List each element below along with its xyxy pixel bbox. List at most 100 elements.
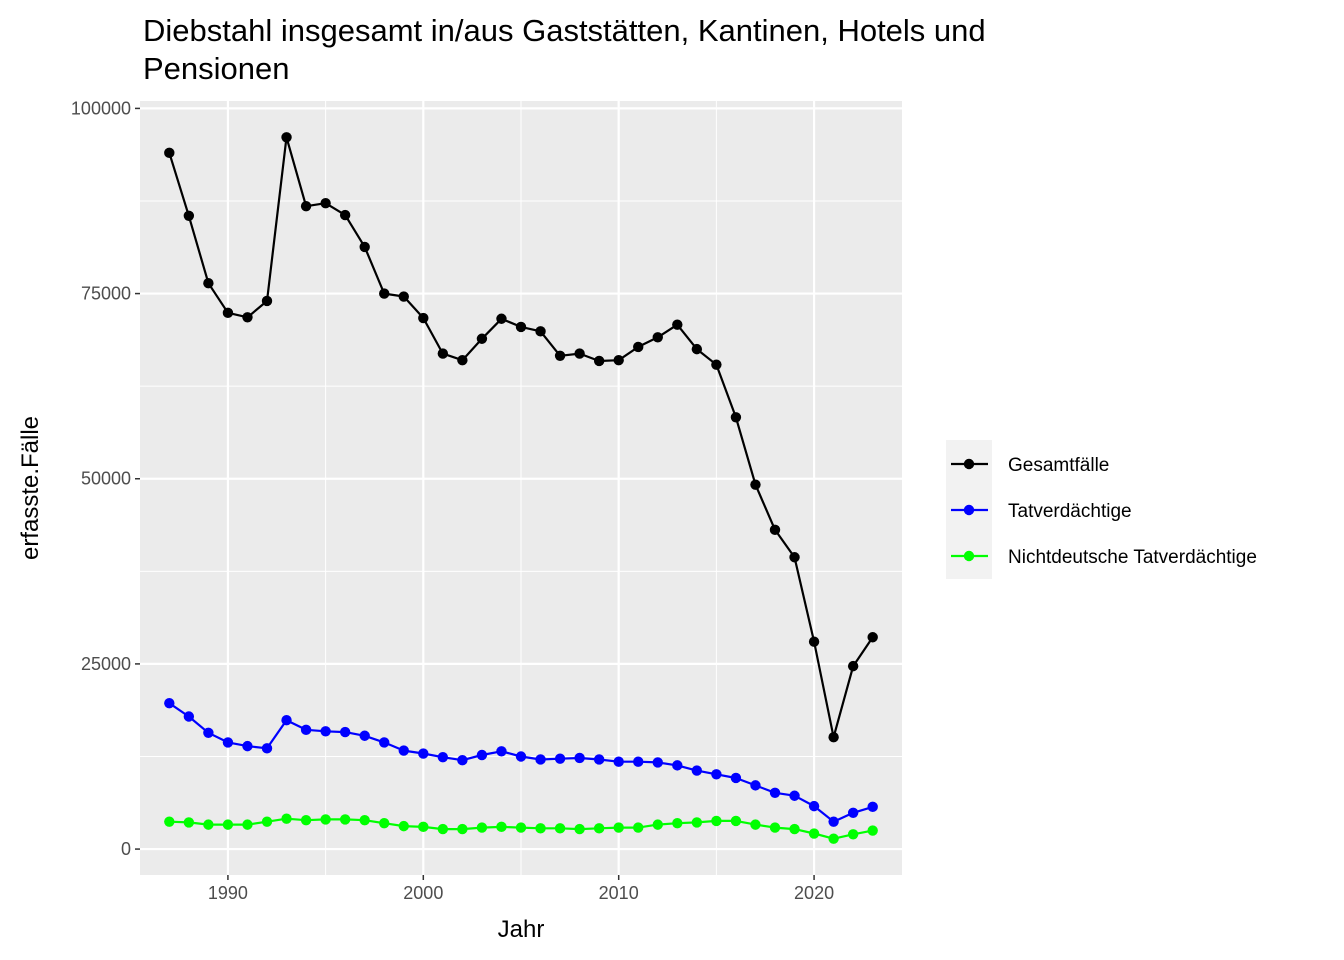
series-1-point <box>476 333 488 344</box>
series-3-point <box>711 815 722 827</box>
series-1-point <box>691 343 703 355</box>
series-3-point <box>593 823 605 834</box>
series-1-point <box>828 732 839 743</box>
legend-item-2: Tatverdächtige <box>951 501 1132 522</box>
series-1-point <box>418 312 429 324</box>
series-2-point <box>164 697 175 709</box>
x-axis-title: Jahr <box>498 916 545 943</box>
series-points <box>164 132 878 844</box>
series-2-point <box>652 757 663 768</box>
series-2-point <box>535 754 546 765</box>
series-1-point <box>457 355 468 366</box>
axis-ticks <box>135 107 815 880</box>
series-1-point <box>437 348 449 359</box>
series-1-point <box>808 636 820 647</box>
series-3-point <box>847 829 859 840</box>
y-axis-title: erfasste.Fälle <box>17 416 44 560</box>
series-1-point <box>320 198 331 209</box>
series-1-point <box>769 524 781 536</box>
series-3-point <box>613 822 624 833</box>
series-1-point <box>613 355 624 366</box>
series-2-point <box>242 740 253 752</box>
legend: Gesamtfälle Tatverdächtige Nichtdeutsche T… <box>946 440 1257 579</box>
series-2-point <box>711 769 722 780</box>
series-1-point <box>574 348 585 359</box>
series-3-point <box>769 822 781 833</box>
series-3-point <box>164 816 175 827</box>
series-3-point <box>515 822 527 833</box>
series-2-point <box>339 726 351 738</box>
series-1-point <box>359 241 370 253</box>
series-3-point <box>261 816 273 827</box>
series-1-point <box>203 278 214 289</box>
y-tick-label: 50000 <box>81 469 131 489</box>
legend-key-point <box>963 504 975 516</box>
series-3-point <box>203 819 214 830</box>
series-1-point <box>261 295 273 307</box>
y-tick-label: 75000 <box>81 284 131 304</box>
series-1-point <box>652 332 663 343</box>
series-1-point <box>515 321 527 333</box>
series-1-point <box>593 355 605 367</box>
series-1-point <box>281 132 292 143</box>
series-3-point <box>535 823 546 834</box>
grid-major <box>140 101 902 875</box>
series-3-point <box>398 820 409 832</box>
series-1-point <box>379 288 390 299</box>
series-3-point <box>730 815 742 827</box>
x-tick-labels: 1990 2000 2010 2020 <box>208 883 834 903</box>
series-3-point <box>808 828 820 839</box>
y-tick-label: 0 <box>121 839 131 859</box>
series-1-point <box>183 210 195 222</box>
series-2-point <box>320 726 331 737</box>
series-2-point <box>867 801 878 813</box>
series-3-point <box>828 833 839 844</box>
series-3-point <box>183 817 195 828</box>
series-2-point <box>633 756 644 767</box>
series-2-point <box>769 787 781 798</box>
series-2-point <box>593 754 605 765</box>
series-2-point <box>730 772 742 784</box>
series-3-point <box>652 819 663 830</box>
series-1-point <box>672 319 683 330</box>
legend-item-1: Gesamtfälle <box>951 455 1109 476</box>
series-3-point <box>867 825 878 836</box>
series-3-point <box>437 823 449 835</box>
series-2-point <box>691 765 703 776</box>
y-tick-label: 100000 <box>71 98 131 118</box>
series-2-point <box>789 790 800 801</box>
series-2-point <box>847 807 859 818</box>
series-3-point <box>476 822 488 833</box>
legend-item-3: Nichtdeutsche Tatverdächtige <box>951 547 1257 568</box>
series-3-point <box>281 813 292 824</box>
series-1-point <box>633 341 644 353</box>
series-3-point <box>222 819 234 830</box>
series-1-point <box>496 313 507 324</box>
series-2-point <box>398 745 409 756</box>
series-2-point <box>281 715 292 726</box>
series-2-point <box>261 743 273 754</box>
series-3-point <box>672 817 683 829</box>
x-tick-label: 2020 <box>794 883 834 903</box>
series-2-point <box>203 727 214 738</box>
y-tick-label: 25000 <box>81 654 131 674</box>
series-3-point <box>457 823 468 835</box>
series-3-point <box>300 814 312 826</box>
series-2-point <box>574 752 585 764</box>
chart-title-line-1: Diebstahl insgesamt in/aus Gaststätten, … <box>143 13 986 48</box>
series-1-point <box>398 291 409 302</box>
legend-label: Gesamtfälle <box>1008 455 1109 476</box>
series-2-point <box>515 751 527 762</box>
series-2-point <box>359 730 370 741</box>
series-3-point <box>750 819 761 830</box>
grid-minor <box>140 101 902 875</box>
series-3-point <box>496 821 507 833</box>
series-1-point <box>789 552 800 563</box>
series-2-point <box>379 737 390 748</box>
x-tick-label: 2010 <box>599 883 639 903</box>
series-1-point <box>222 307 234 319</box>
series-1-point <box>847 660 859 672</box>
series-1-point <box>300 200 312 212</box>
y-tick-labels: 0 25000 50000 75000 100000 <box>71 98 131 859</box>
